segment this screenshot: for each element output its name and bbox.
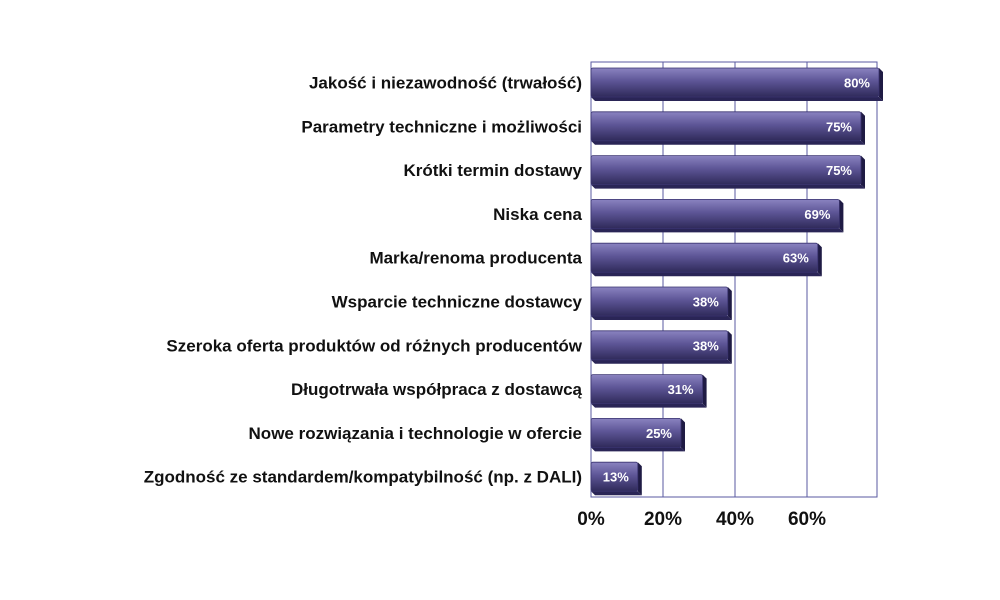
bar-bottom xyxy=(591,272,822,277)
bar-side xyxy=(727,287,732,320)
bar-group: 38% xyxy=(590,330,732,364)
bar-bottom xyxy=(591,403,707,408)
bar-group: 69% xyxy=(590,198,844,233)
category-label: Szeroka oferta produktów od różnych prod… xyxy=(166,336,582,355)
data-label: 75% xyxy=(826,119,852,134)
bar-group: 13% xyxy=(590,461,642,496)
bar-group: 25% xyxy=(590,417,685,452)
x-tick-label: 20% xyxy=(644,509,682,530)
category-label: Jakość i niezawodność (trwałość) xyxy=(309,74,582,93)
bar-side xyxy=(817,243,822,277)
bar xyxy=(590,198,840,229)
category-label: Nowe rozwiązania i technologie w ofercie xyxy=(249,424,582,443)
bar-bottom xyxy=(591,359,732,364)
category-label: Krótki termin dostawy xyxy=(403,161,582,180)
bar-group: 75% xyxy=(590,111,865,145)
plot-frame xyxy=(590,61,878,498)
data-label: 75% xyxy=(826,163,852,178)
category-label: Zgodność ze standardem/kompatybilność (n… xyxy=(144,468,582,487)
data-label: 69% xyxy=(804,207,830,222)
bar-bottom xyxy=(591,316,732,320)
data-label: 80% xyxy=(844,76,870,91)
category-label: Niska cena xyxy=(493,205,582,224)
bar xyxy=(590,111,862,142)
x-tick-label: 40% xyxy=(716,509,754,530)
bar-bottom xyxy=(591,97,883,101)
bar xyxy=(590,374,703,405)
bar xyxy=(590,286,729,317)
category-label: Wsparcie techniczne dostawcy xyxy=(332,293,583,312)
x-axis-tick-labels: 0% 20% 40% 60% xyxy=(577,509,826,530)
bar-bottom xyxy=(591,184,865,189)
data-label: 13% xyxy=(603,470,629,485)
bar-side xyxy=(702,374,707,408)
bar-side xyxy=(861,111,865,145)
bar xyxy=(590,155,862,186)
bar-bottom xyxy=(591,140,865,145)
bar xyxy=(590,330,729,361)
bar xyxy=(590,242,819,273)
bar-side xyxy=(861,155,865,189)
bar-group: 75% xyxy=(590,155,865,189)
category-label: Długotrwała współpraca z dostawcą xyxy=(291,380,583,399)
category-label: Marka/renoma producenta xyxy=(369,249,582,268)
data-label: 25% xyxy=(646,426,672,441)
x-tick-label: 60% xyxy=(788,509,826,530)
bar-bottom xyxy=(591,491,642,496)
bar-side xyxy=(727,330,732,364)
data-label: 38% xyxy=(693,295,719,310)
data-label: 63% xyxy=(783,251,809,266)
category-labels: Jakość i niezawodność (trwałość) Parametr… xyxy=(144,74,583,487)
bars: 80% 75% 75% 69% 63% 38% 38% 31% 25% 13% xyxy=(590,67,883,496)
bar-bottom xyxy=(591,228,844,233)
bar-side xyxy=(839,199,844,233)
bar-side xyxy=(879,68,883,101)
bar-group: 38% xyxy=(590,286,732,320)
bar-side xyxy=(637,462,642,496)
bar-group: 31% xyxy=(590,374,707,408)
bar-bottom xyxy=(591,447,685,452)
bar xyxy=(590,461,639,492)
bar-group: 80% xyxy=(590,67,883,101)
bar-side xyxy=(681,418,685,452)
data-label: 31% xyxy=(668,382,694,397)
data-label: 38% xyxy=(693,338,719,353)
bar xyxy=(590,67,880,98)
bar-group: 63% xyxy=(590,242,822,277)
plot-area xyxy=(590,61,878,498)
x-tick-label: 0% xyxy=(577,509,605,530)
category-label: Parametry techniczne i możliwości xyxy=(301,117,582,136)
bar xyxy=(590,417,682,448)
